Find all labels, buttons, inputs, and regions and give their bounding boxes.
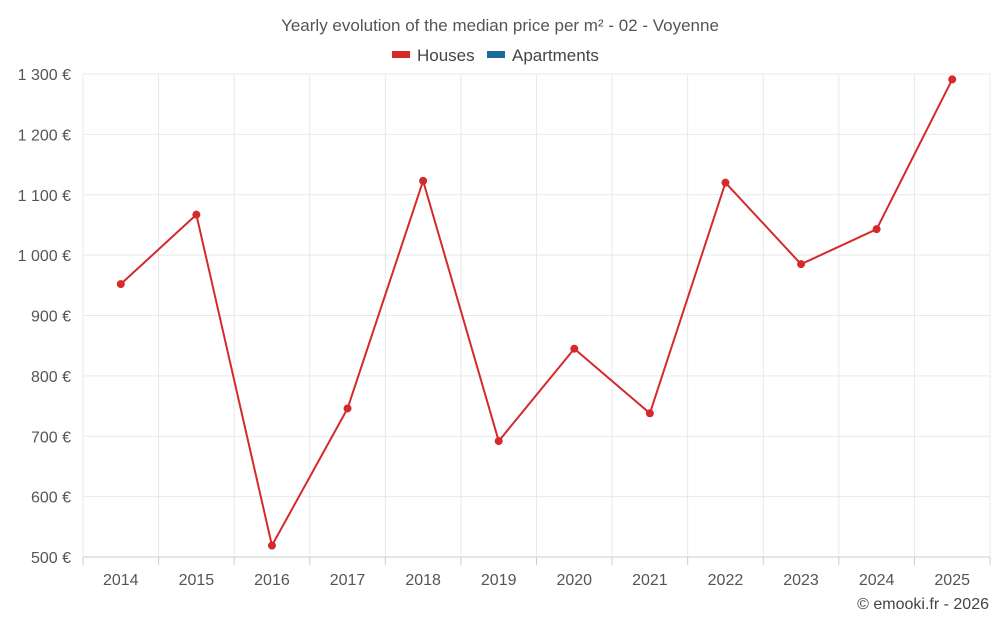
x-tick-label: 2023 (783, 572, 819, 589)
data-point[interactable] (948, 75, 957, 84)
legend-swatch-houses (392, 51, 410, 58)
credit-text: © emooki.fr - 2026 (857, 596, 989, 613)
x-tick-label: 2024 (859, 572, 895, 589)
x-tick-label: 2021 (632, 572, 668, 589)
data-point[interactable] (797, 260, 806, 269)
data-point[interactable] (116, 280, 125, 289)
series-line-houses (120, 78, 954, 547)
grid (82, 73, 991, 558)
x-tick-label: 2022 (708, 572, 744, 589)
x-tick-label: 2014 (103, 572, 139, 589)
chart-title: Yearly evolution of the median price per… (281, 16, 719, 35)
x-tick-label: 2025 (934, 572, 970, 589)
data-point[interactable] (570, 344, 579, 353)
legend[interactable]: Houses Apartments (392, 46, 599, 65)
data-point[interactable] (192, 210, 201, 219)
data-point[interactable] (343, 404, 352, 413)
x-tick-label: 2018 (405, 572, 441, 589)
x-axis: 2014 2015 2016 2017 2018 2019 2020 2021 2022 2023… (82, 557, 991, 589)
y-tick-label: 600 € (31, 490, 71, 507)
y-tick-label: 1 300 € (18, 67, 71, 84)
legend-label-houses: Houses (417, 46, 475, 65)
legend-item-houses[interactable]: Houses (392, 46, 475, 65)
y-tick-label: 700 € (31, 429, 71, 446)
x-tick-label: 2015 (179, 572, 215, 589)
y-tick-label: 1 100 € (18, 188, 71, 205)
x-tick-label: 2017 (330, 572, 366, 589)
legend-label-apartments: Apartments (512, 46, 599, 65)
data-point[interactable] (872, 225, 881, 234)
y-tick-label: 800 € (31, 369, 71, 386)
x-tick-label: 2020 (556, 572, 592, 589)
x-tick-label: 2019 (481, 572, 517, 589)
y-tick-label: 1 000 € (18, 248, 71, 265)
y-tick-label: 500 € (31, 550, 71, 567)
data-point[interactable] (721, 178, 730, 187)
data-point[interactable] (494, 437, 503, 446)
data-point[interactable] (267, 541, 276, 550)
series-houses (116, 75, 957, 550)
y-tick-label: 1 200 € (18, 127, 71, 144)
y-axis: 500 € 600 € 700 € 800 € 900 € 1 000 € 1 100 € 1… (18, 67, 71, 567)
data-point[interactable] (645, 409, 654, 418)
legend-item-apartments[interactable]: Apartments (487, 46, 599, 65)
data-point[interactable] (419, 176, 428, 185)
legend-swatch-apartments (487, 51, 505, 58)
y-tick-label: 900 € (31, 309, 71, 326)
x-tick-label: 2016 (254, 572, 290, 589)
